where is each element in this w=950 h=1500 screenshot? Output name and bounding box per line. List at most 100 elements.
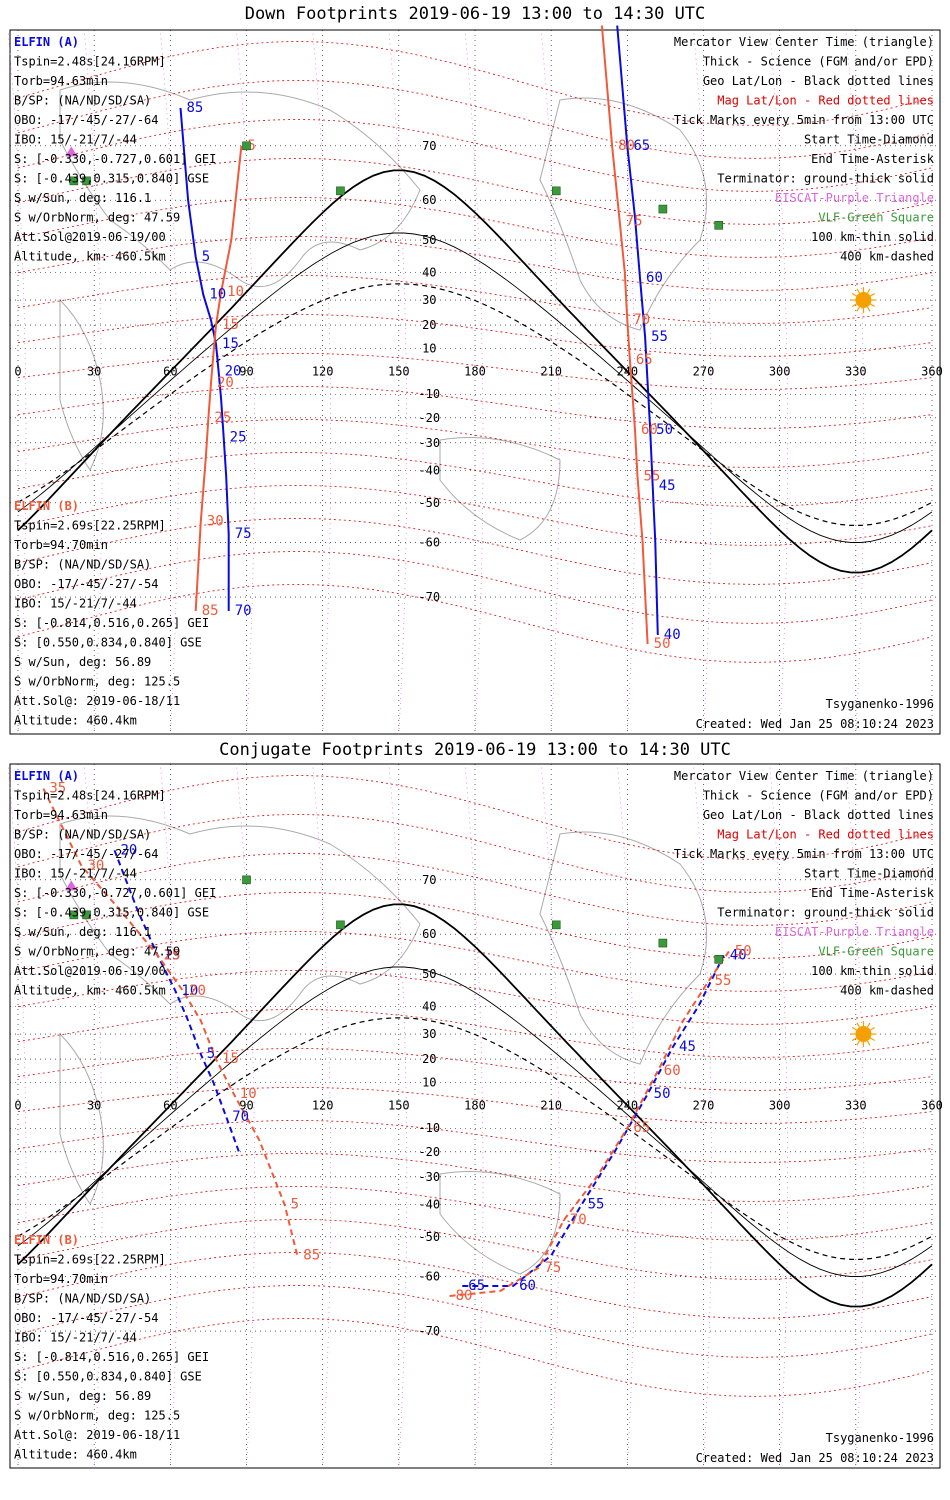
vlf-station-marker	[551, 186, 561, 196]
lon-tick-label: 90	[239, 1098, 253, 1112]
elfin-a-info-line: IBO: 15/-21/7/-44	[14, 867, 137, 881]
mag-lat-gridline	[17, 1284, 933, 1358]
elfin-b-info-line: IBO: 15/-21/7/-44	[14, 597, 137, 611]
elfin-b-tick-label: 15	[222, 317, 239, 333]
elfin-b-info-line: S: [0.550,0.834,0.840] GSE	[14, 1370, 202, 1384]
elfin-b-tick-label: 60	[664, 1063, 681, 1079]
sun-ray	[851, 293, 857, 297]
elfin-b-tick-label: 70	[633, 312, 650, 328]
legend-entry: EISCAT-Purple Triangle	[775, 925, 934, 939]
panel-title-down: Down Footprints 2019-06-19 13:00 to 14:3…	[244, 4, 706, 24]
elfin-a-tick-label: 50	[654, 1086, 671, 1102]
sun-ray	[866, 1040, 871, 1046]
lat-tick-label: 40	[422, 265, 436, 279]
elfin-a-info-line: S: [-0.439,0.315,0.840] GSE	[14, 906, 209, 920]
lon-tick-label: 150	[388, 1098, 410, 1112]
elfin-a-tick-label: 15	[164, 947, 181, 963]
legend-entry: 400 km-dashed	[840, 984, 934, 998]
elfin-a-tick-label: 65	[633, 138, 650, 154]
mag-lat-gridline	[17, 484, 933, 546]
elfin-b-tick-label: 10	[227, 284, 244, 300]
eiscat-marker	[65, 146, 78, 157]
conjugate-footprints-chart: 0 30 60 90 120 150 180 210 240 270 300 330 360706050…	[7, 763, 943, 1469]
mag-lat-gridline	[17, 385, 933, 429]
lat-tick-label: 50	[422, 233, 436, 247]
mag-lat-gridline	[17, 157, 933, 225]
mag-lat-gridline	[17, 196, 933, 258]
elfin-a-info-line: Att.Sol@2019-06-19/00	[14, 230, 166, 244]
elfin-a-info-line: S w/Sun, deg: 116.1	[14, 925, 151, 939]
elfin-b-tick-label: 20	[189, 983, 206, 999]
elfin-b-info-line: Tspin=2.69s[22.25RPM]	[14, 1253, 166, 1267]
vlf-station-marker	[658, 204, 668, 214]
elfin-a-info-line: Att.Sol@2019-06-19/00	[14, 964, 166, 978]
elfin-a-footprint-track	[616, 25, 659, 636]
elfin-b-tick-label: 60	[641, 422, 658, 438]
legend-entry: Geo Lat/Lon - Black dotted lines	[703, 74, 934, 88]
mag-lat-gridline	[17, 1119, 933, 1163]
elfin-b-info-line: Att.Sol@: 2019-06-18/11	[14, 1428, 180, 1442]
elfin-b-info-line: Altitude: 460.4km	[14, 714, 137, 728]
elfin-a-footprint-track	[179, 107, 230, 611]
lon-tick-label: 180	[464, 364, 486, 378]
mag-lat-gridline	[17, 1008, 933, 1058]
legend-entry: EISCAT-Purple Triangle	[775, 191, 934, 205]
elfin-b-info-line: S w/Sun, deg: 56.89	[14, 655, 151, 669]
elfin-b-tick-label: 35	[49, 781, 66, 797]
lat-tick-label: 70	[422, 873, 436, 887]
elfin-b-footprint-track	[194, 145, 243, 612]
elfin-a-tick-label: 5	[207, 1046, 215, 1062]
vlf-station-marker	[69, 910, 79, 920]
mag-lat-gridline	[17, 891, 933, 959]
sun-ray	[856, 1022, 860, 1028]
elfin-b-tick-label: 5	[247, 138, 255, 154]
elfin-b-tick-label: 5	[291, 1197, 299, 1213]
vlf-station-marker	[714, 954, 724, 964]
terminator-100km-thin	[17, 232, 933, 543]
elfin-b-info-line: S: [0.550,0.834,0.840] GSE	[14, 636, 202, 650]
lon-tick-label: 0	[14, 364, 21, 378]
lat-tick-label: -50	[418, 496, 440, 510]
elfin-a-info-line: Altitude, km: 460.5km	[14, 250, 166, 264]
elfin-a-tick-label: 45	[659, 478, 676, 494]
elfin-a-info-line: B/SP: (NA/ND/SD/SA)	[14, 828, 151, 842]
lon-tick-label: 210	[540, 1098, 562, 1112]
elfin-b-tick-label: 75	[626, 213, 643, 229]
lat-tick-label: 60	[422, 927, 436, 941]
elfin-b-info-line: Att.Sol@: 2019-06-18/11	[14, 694, 180, 708]
lon-tick-label: 30	[87, 1098, 101, 1112]
legend-entry: Tick Marks every 5min from 13:00 UTC	[674, 113, 934, 127]
lat-tick-label: -70	[418, 1324, 440, 1338]
vlf-station-marker	[242, 875, 251, 885]
legend-entry: 400 km-dashed	[840, 250, 934, 264]
elfin-b-info-line: B/SP: (NA/ND/SD/SA)	[14, 558, 151, 572]
lon-tick-label: 270	[693, 364, 715, 378]
coastline-outline	[59, 815, 421, 1022]
lat-tick-label: 20	[422, 1052, 436, 1066]
sun-ray	[870, 303, 876, 308]
lon-tick-label: 300	[769, 1098, 791, 1112]
model-label: Tsyganenko-1996	[826, 697, 934, 711]
elfin-b-tick-label: 65	[636, 352, 653, 368]
terminator-100km-thin	[17, 966, 933, 1277]
mag-lat-gridline	[17, 451, 933, 507]
mag-lat-gridline	[17, 79, 933, 159]
elfin-b-tick-label: 25	[214, 410, 231, 426]
elfin-a-tick-label: 5	[202, 249, 210, 265]
legend-entry: End Time-Asterisk	[811, 152, 935, 166]
coastline-outline	[539, 831, 708, 1065]
elfin-a-tick-label: 40	[664, 627, 681, 643]
elfin-b-tick-label: 55	[715, 973, 732, 989]
elfin-b-info-line: IBO: 15/-21/7/-44	[14, 1331, 137, 1345]
lat-tick-label: -30	[418, 1170, 440, 1184]
lat-tick-label: 50	[422, 967, 436, 981]
lat-tick-label: 10	[422, 342, 436, 356]
elfin-b-info-line: Torb=94.70min	[14, 538, 108, 552]
legend-entry: Mag Lat/Lon - Red dotted lines	[717, 828, 934, 842]
elfin-a-tick-label: 45	[679, 1039, 696, 1055]
elfin-a-info-line: S: [-0.330,-0.727,0.601] GEI	[14, 886, 216, 900]
elfin-a-info-line: Altitude, km: 460.5km	[14, 984, 166, 998]
terminator-ground-thick	[17, 903, 933, 1308]
elfin-a-info-line: S: [-0.330,-0.727,0.601] GEI	[14, 152, 216, 166]
lat-tick-label: -70	[418, 590, 440, 604]
